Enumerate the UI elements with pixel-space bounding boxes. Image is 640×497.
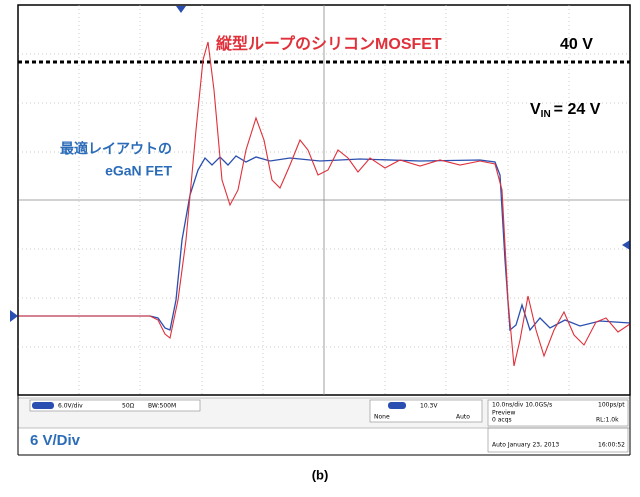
figure: 縦型ループのシリコンMOSFET 40 V VIN= 24 V 最適レイアウトの…: [0, 0, 640, 493]
vin-subscript: IN: [541, 109, 551, 120]
resolution: 100ps/pt: [598, 402, 625, 409]
time: 16:00:52: [598, 442, 625, 449]
record-length: RL:1.0k: [596, 417, 619, 424]
vin-value: = 24 V: [554, 101, 601, 118]
mosfet-label: 縦型ループのシリコンMOSFET: [216, 34, 442, 53]
timebase: 10.0ns/div 10.0GS/s: [492, 402, 552, 409]
trigger-mode: Auto: [456, 414, 470, 421]
egan-label: 最適レイアウトの: [60, 141, 172, 157]
bandwidth: BW:500M: [148, 403, 176, 410]
level-label: 40 V: [560, 36, 593, 53]
acq-state: Preview: [492, 410, 515, 417]
scale-label: 6 V/Div: [30, 432, 81, 449]
acq-count: 0 acqs: [492, 417, 512, 424]
date-line: Auto January 23, 2013: [492, 442, 559, 449]
vin-label: VIN= 24 V: [530, 101, 601, 119]
channel-scale: 6.0V/div: [58, 403, 83, 410]
vin-symbol: V: [530, 101, 541, 118]
trigger-level: 10.3V: [420, 403, 438, 410]
egan-label: eGaN FET: [105, 163, 172, 179]
impedance: 50Ω: [122, 403, 135, 410]
caption: (b): [312, 467, 329, 482]
trigger-coupling: None: [374, 414, 390, 421]
channel-badge: [32, 402, 54, 409]
trigger-badge: [388, 402, 406, 409]
